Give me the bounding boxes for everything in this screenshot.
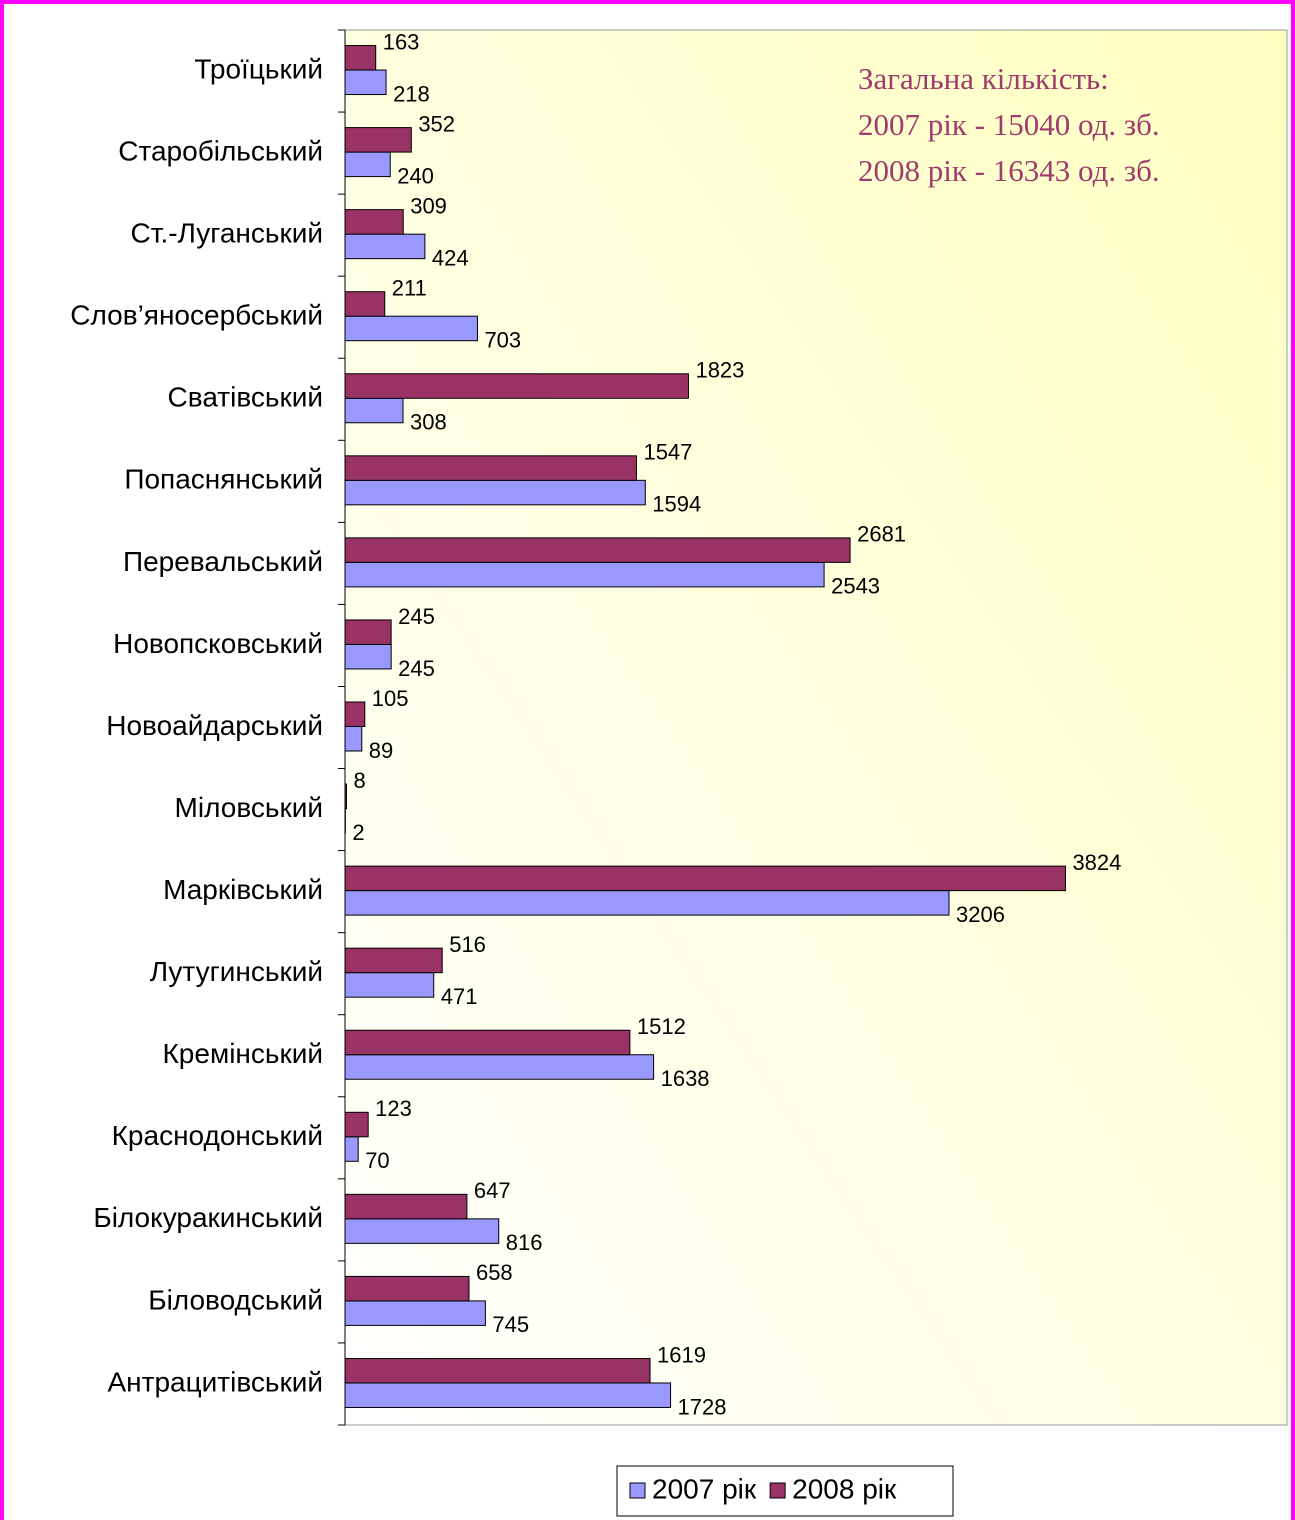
value-label: 1547: [643, 440, 692, 465]
value-label: 123: [375, 1096, 412, 1121]
bar: [344, 865, 1066, 892]
legend-label: 2008 рік: [792, 1473, 897, 1504]
category-label: Антрацитівський: [107, 1366, 323, 1397]
category-label: Сватівський: [168, 382, 323, 413]
value-label: 352: [418, 111, 455, 136]
value-label: 471: [441, 984, 478, 1009]
category-label: Попаснянський: [124, 464, 323, 495]
legend-items: 2007 рік 2008 рік: [629, 1473, 897, 1504]
marks: Троїцький 218 163 Старобільський 240 352 Ст.-Л…: [70, 29, 1121, 1426]
bar: [344, 1300, 486, 1326]
value-label: 703: [484, 328, 521, 353]
bar: [344, 45, 377, 71]
bar: [344, 1111, 369, 1138]
bar: [344, 209, 404, 235]
value-label: 240: [397, 163, 434, 188]
bar: [344, 947, 443, 974]
bar: [344, 1136, 359, 1162]
legend-label: 2007 рік: [652, 1473, 757, 1504]
bar: [344, 561, 825, 588]
bar: [344, 479, 646, 506]
value-label: 816: [506, 1230, 543, 1255]
bar: [344, 701, 366, 727]
bar: [344, 127, 412, 153]
value-label: 211: [392, 276, 427, 301]
category-label: Троїцький: [194, 53, 323, 84]
bar: [344, 151, 391, 178]
bar: [344, 1357, 651, 1384]
value-label: 8: [354, 768, 366, 793]
value-label: 424: [432, 245, 469, 270]
bar: [344, 537, 851, 563]
category-label: Старобільський: [118, 135, 323, 166]
annotation: Загальна кількість:: [858, 61, 1109, 96]
annotation: 2008 рік - 16343 од. зб.: [858, 153, 1160, 188]
plot-area: [344, 29, 1288, 1426]
bar: [344, 397, 404, 424]
value-label: 89: [369, 738, 393, 763]
category-label: Краснодонський: [112, 1120, 323, 1151]
bar: [344, 455, 637, 481]
bar: [344, 1193, 468, 1220]
category-label: Лутугинський: [150, 956, 323, 987]
value-label: 2681: [857, 522, 906, 547]
category-label: Білокуракинський: [93, 1202, 323, 1233]
value-label: 1823: [695, 358, 744, 383]
legend-swatch: [629, 1482, 646, 1499]
value-label: 105: [372, 686, 409, 711]
bar: [344, 619, 392, 645]
value-label: 218: [393, 81, 430, 106]
category-label: Біловодський: [148, 1284, 323, 1315]
value-label: 309: [410, 193, 447, 218]
value-label: 1728: [678, 1394, 727, 1419]
value-label: 647: [474, 1178, 511, 1203]
legend-swatch: [769, 1482, 786, 1499]
value-label: 2: [352, 820, 364, 845]
value-label: 245: [398, 604, 435, 629]
annotation: 2007 рік - 15040 од. зб.: [858, 107, 1160, 142]
bar: [344, 315, 478, 342]
category-label: Кремінський: [162, 1038, 323, 1069]
value-label: 163: [383, 29, 420, 54]
value-label: 1594: [652, 492, 701, 517]
value-label: 308: [410, 410, 447, 435]
value-label: 2543: [831, 574, 880, 599]
category-label: Новопсковський: [113, 628, 323, 659]
category-label: Міловський: [175, 792, 323, 823]
value-label: 1512: [637, 1014, 686, 1039]
bar: [344, 1054, 655, 1080]
category-label: Марківський: [163, 874, 323, 905]
value-label: 516: [449, 932, 486, 957]
bar: [344, 643, 392, 670]
category-label: Перевальський: [123, 546, 323, 577]
bar: [344, 1275, 470, 1302]
value-label: 3824: [1072, 850, 1121, 875]
bar: [344, 373, 689, 399]
value-label: 70: [365, 1148, 389, 1173]
value-label: 3206: [956, 902, 1005, 927]
value-label: 1638: [661, 1066, 710, 1091]
bar: [344, 291, 386, 317]
value-label: 1619: [657, 1342, 706, 1367]
bar: [344, 1029, 631, 1056]
bar: [344, 233, 426, 260]
bar: [344, 972, 435, 998]
bar: [344, 890, 950, 916]
category-label: Новоайдарський: [106, 710, 323, 741]
bar: [344, 726, 363, 752]
value-label: 245: [398, 656, 435, 681]
bar: [344, 1218, 500, 1244]
value-label: 745: [492, 1312, 529, 1337]
category-label: Слов’яносербський: [70, 300, 323, 331]
bar: [344, 69, 387, 96]
category-label: Ст.-Луганський: [131, 218, 324, 249]
bar: [344, 1382, 672, 1408]
value-label: 658: [476, 1260, 513, 1285]
